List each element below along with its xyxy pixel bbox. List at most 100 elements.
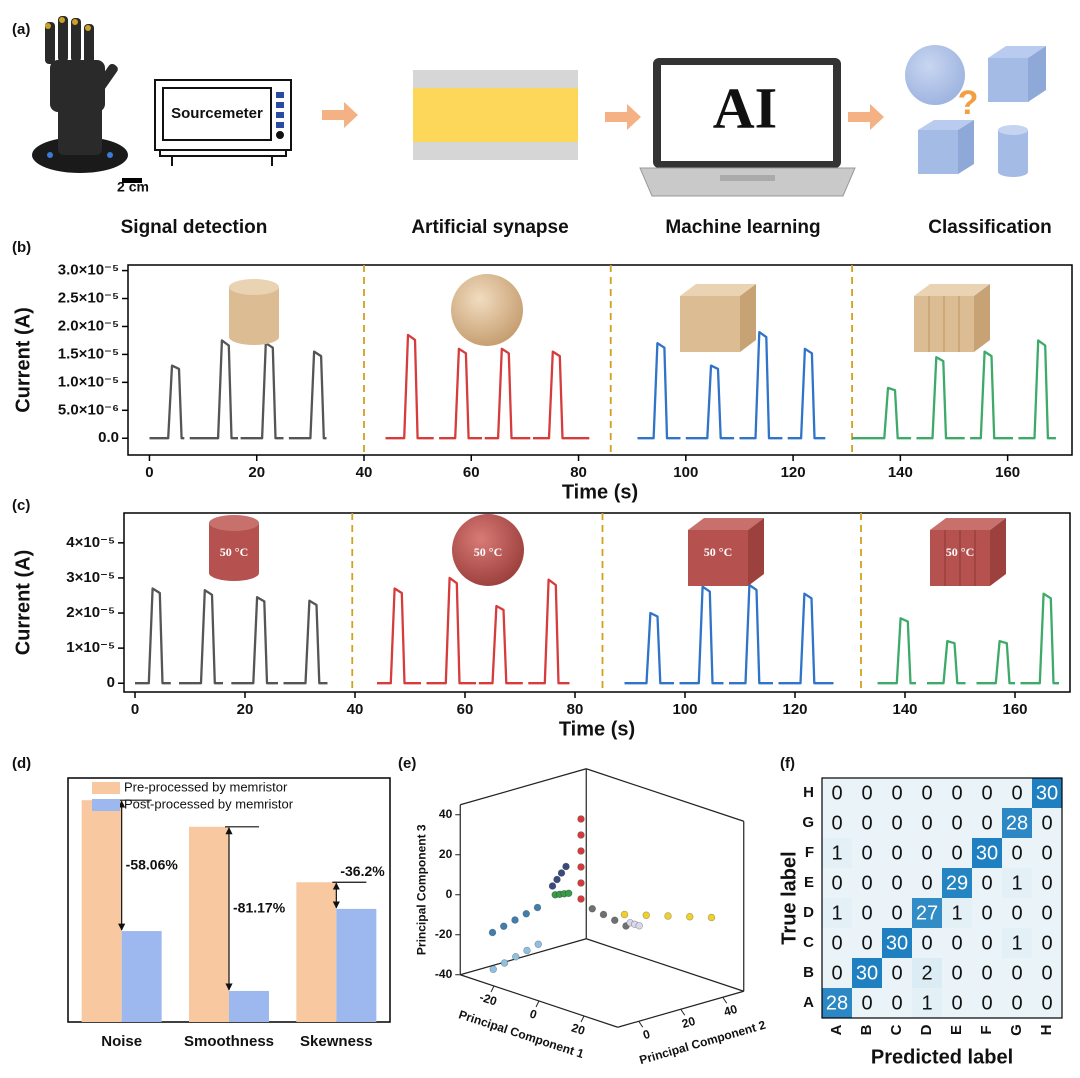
cell: [912, 868, 942, 898]
cell: [882, 778, 912, 808]
panel-label: (f): [780, 755, 795, 772]
cell: [942, 838, 972, 868]
y-tick: [722, 996, 728, 1004]
point: [620, 910, 629, 919]
y-axis-title: Current (A): [12, 307, 34, 413]
cell: [1032, 988, 1062, 1018]
point: [707, 913, 716, 922]
legend-swatch: [92, 782, 120, 794]
y-tick-label: 5.0×10⁻⁶: [58, 401, 119, 418]
cell-label: 30: [976, 842, 998, 864]
point: [557, 869, 566, 877]
cell-label: 0: [891, 872, 902, 894]
cell-label: 30: [886, 932, 908, 954]
x-tick-label: 100: [673, 464, 698, 481]
bar: [229, 990, 269, 1022]
cell-label: 0: [891, 842, 902, 864]
x-tick-label: 60: [463, 464, 480, 481]
cell: [912, 778, 942, 808]
x-tick-label: 140: [888, 464, 913, 481]
cell: [1032, 778, 1062, 808]
y-tick-label: 2×10⁻⁵: [66, 604, 115, 621]
point: [488, 928, 497, 937]
cell-label: 0: [1041, 812, 1052, 834]
annotation: 50 °C: [704, 545, 732, 559]
cell: [882, 958, 912, 988]
y-tick-label: F: [805, 844, 814, 861]
x-axis-title: Predicted label: [871, 1046, 1013, 1068]
bar: [336, 908, 377, 1022]
cell-label: 1: [1011, 872, 1022, 894]
step-label: Machine learning: [665, 217, 820, 238]
x-axis-title: Time (s): [559, 718, 635, 740]
cell-label: 0: [831, 872, 842, 894]
cell: [1002, 898, 1032, 928]
object-picture: [209, 515, 259, 581]
cell: [1032, 868, 1062, 898]
point: [523, 946, 531, 955]
cell: [852, 988, 882, 1018]
y-tick-label: 4×10⁻⁵: [66, 534, 115, 551]
cell: [852, 778, 882, 808]
y-tick-label: 1×10⁻⁵: [66, 639, 115, 656]
cell-label: 0: [861, 902, 872, 924]
point: [664, 912, 672, 920]
step-label: Classification: [928, 217, 1052, 238]
cube: [688, 530, 748, 586]
cylinder: [209, 565, 259, 581]
cell-label: 28: [1006, 812, 1028, 834]
y-tick-label: 0.0: [98, 429, 119, 446]
cell: [1002, 988, 1032, 1018]
cube: [990, 518, 1006, 586]
cell: [972, 958, 1002, 988]
panel-label: (b): [12, 239, 31, 256]
cell-label: 0: [981, 962, 992, 984]
cell: [852, 928, 882, 958]
cell: [822, 868, 852, 898]
point: [512, 953, 520, 961]
point: [577, 879, 585, 887]
x-axis-title: Time (s): [562, 481, 638, 503]
z-tick-label: 20: [439, 847, 453, 861]
sourcemeter: [154, 79, 292, 166]
cube: [680, 284, 756, 296]
trace: [852, 339, 1056, 440]
cell-label: 0: [921, 932, 932, 954]
x-tick: [490, 985, 495, 993]
cell-label: 28: [826, 992, 848, 1014]
plot-frame: [123, 512, 1071, 693]
shapes: [905, 45, 1046, 177]
cell-label: 29: [946, 872, 968, 894]
x-tick-label: F: [978, 1025, 995, 1034]
cube: [680, 296, 740, 352]
legend-label: Post-processed by memristor: [124, 796, 294, 811]
cell: [912, 898, 942, 928]
trace: [135, 587, 328, 685]
point: [577, 863, 585, 871]
cell-label: 0: [891, 782, 902, 804]
cell: [942, 898, 972, 928]
y-tick-label: E: [804, 874, 814, 891]
cell: [942, 868, 972, 898]
cube: [748, 518, 764, 586]
cell-label: 0: [1011, 962, 1022, 984]
y-tick-label: B: [803, 964, 814, 981]
x-tick-label: -20: [478, 990, 499, 1009]
cell: [1002, 778, 1032, 808]
robot-hand: [32, 16, 128, 173]
point: [686, 913, 694, 921]
cell-label: 0: [1011, 902, 1022, 924]
z-axis-title: Principal Component 3: [414, 824, 428, 955]
point: [522, 910, 530, 918]
x-tick-label: 160: [1002, 701, 1027, 718]
cell-label: 1: [951, 902, 962, 924]
cell-label: 0: [981, 902, 992, 924]
cell-label: 0: [1041, 872, 1052, 894]
x-tick-label: E: [948, 1025, 965, 1035]
legend-swatch: [92, 799, 120, 811]
cell-label: 0: [981, 782, 992, 804]
y-tick-label: 2.0×10⁻⁵: [58, 317, 119, 334]
y-tick-label: 1.0×10⁻⁵: [58, 373, 119, 390]
cell: [972, 838, 1002, 868]
object-picture: [451, 274, 523, 346]
